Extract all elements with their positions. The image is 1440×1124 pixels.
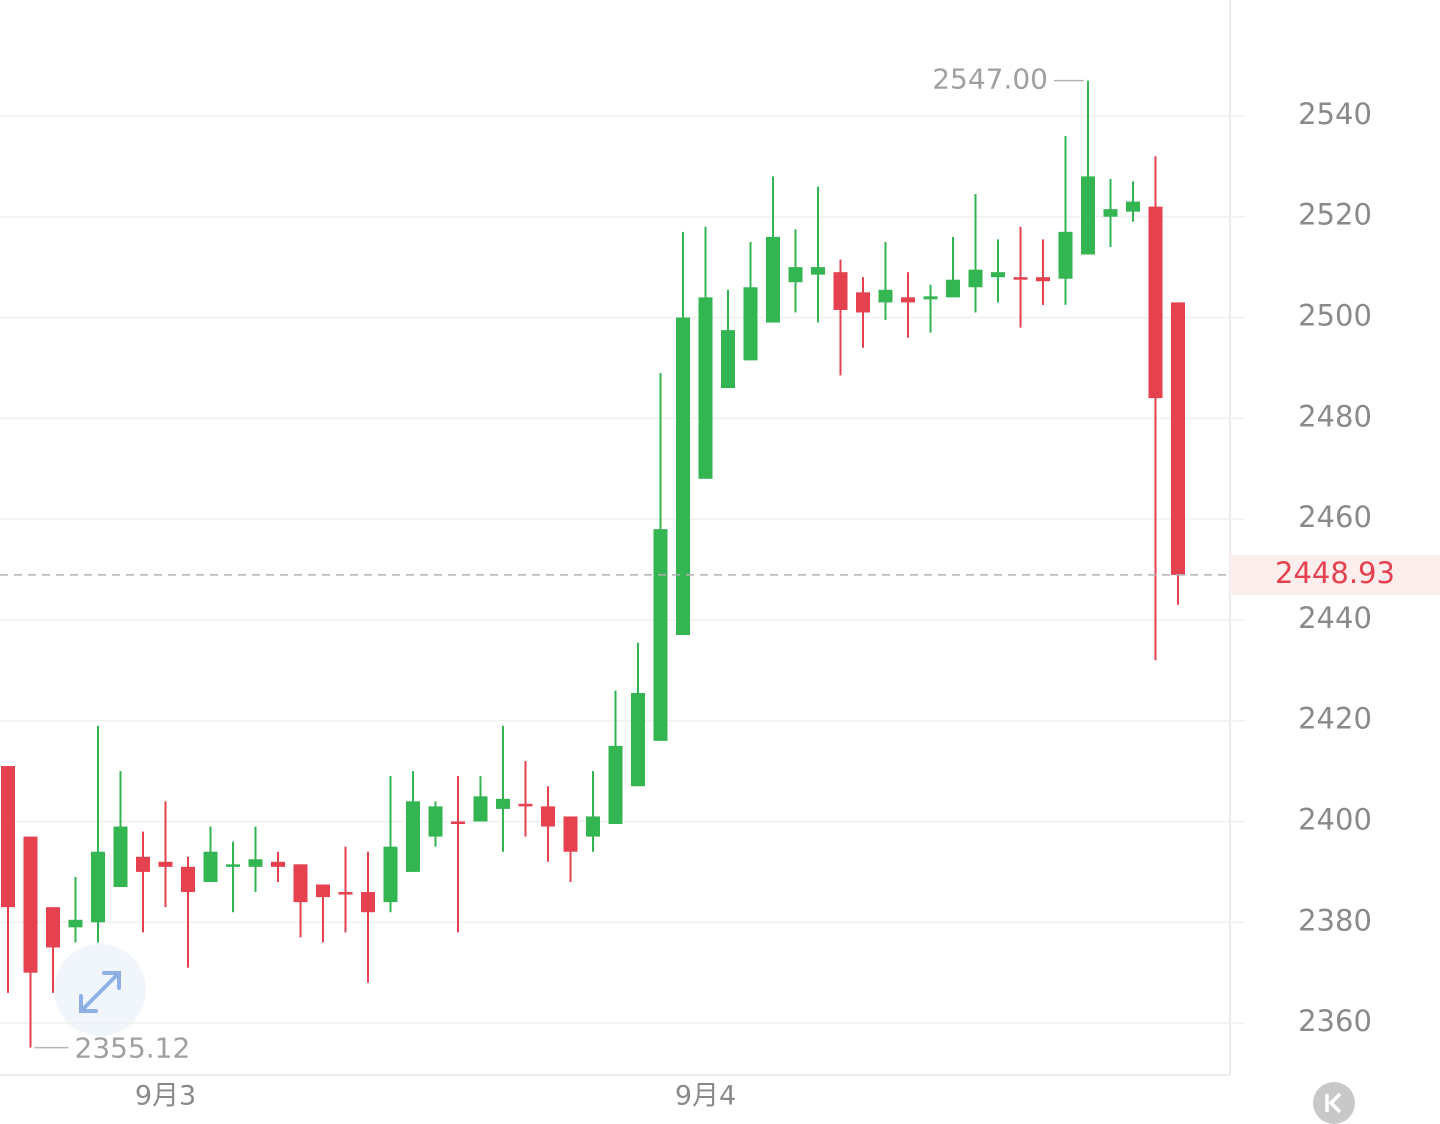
candle-body <box>451 821 465 825</box>
candle-body <box>158 861 173 867</box>
low-marker-label: 2355.12 <box>75 1032 191 1065</box>
k-icon <box>1325 1092 1342 1114</box>
candle-body <box>653 529 668 741</box>
candle-body <box>991 272 1005 278</box>
candle-body <box>563 816 578 852</box>
last-price-label: 2448.93 <box>1275 556 1395 590</box>
candle-body <box>743 287 758 361</box>
candle-body <box>46 907 60 948</box>
candle-body <box>1171 302 1185 575</box>
candle-body <box>586 816 600 837</box>
y-tick-label: 2400 <box>1298 802 1372 836</box>
candle-body <box>361 892 375 913</box>
candle-body <box>788 267 803 283</box>
candle-body <box>721 330 735 389</box>
candle-body <box>631 692 645 787</box>
candle-body <box>338 892 353 895</box>
candle-body <box>946 279 960 298</box>
candle-body <box>316 884 330 898</box>
candle-body <box>136 856 150 872</box>
last-price-box <box>1230 554 1440 595</box>
y-tick-label: 2460 <box>1298 500 1372 534</box>
candle-body <box>203 851 218 882</box>
candle-body <box>856 292 870 313</box>
x-tick-label: 9月4 <box>675 1081 736 1112</box>
candle-body <box>1058 231 1073 279</box>
candle-body <box>248 859 263 867</box>
candle-body <box>1103 209 1118 217</box>
candle-body <box>968 269 983 288</box>
candle-body <box>541 806 555 827</box>
candle-body <box>1013 277 1028 280</box>
candle-body <box>293 864 308 903</box>
candle-body <box>878 289 893 303</box>
candle-body <box>1148 206 1163 399</box>
candle-body <box>698 297 713 479</box>
y-tick-label: 2500 <box>1298 299 1372 333</box>
candle-body <box>833 272 848 310</box>
candle-body <box>676 317 690 636</box>
candle-body <box>496 798 510 809</box>
y-tick-label: 2360 <box>1298 1004 1372 1038</box>
candle-body <box>1126 201 1140 212</box>
candle-body <box>766 236 780 323</box>
candle-body <box>113 826 128 888</box>
y-tick-label: 2480 <box>1298 399 1372 433</box>
candle-body <box>608 745 623 825</box>
candle-body <box>428 806 443 837</box>
candle-body <box>226 864 240 867</box>
y-tick-label: 2520 <box>1298 198 1372 232</box>
candle-body <box>901 297 915 303</box>
y-tick-label: 2380 <box>1298 903 1372 937</box>
expand-icon <box>79 971 121 1013</box>
candle-body <box>1036 277 1050 282</box>
candle-body <box>1 766 15 908</box>
candle-body <box>181 866 195 893</box>
candle-body <box>811 267 825 275</box>
candle-body <box>518 803 533 807</box>
candle-body <box>271 861 285 867</box>
x-tick-label: 9月3 <box>135 1081 196 1112</box>
candle-body <box>406 801 420 872</box>
expand-button[interactable] <box>54 944 146 1036</box>
candle-body <box>473 796 488 822</box>
y-tick-label: 2440 <box>1298 601 1372 635</box>
candle-body <box>923 296 938 300</box>
candle-body <box>1081 176 1095 255</box>
candle-body <box>68 919 83 928</box>
y-tick-label: 2420 <box>1298 702 1372 736</box>
y-tick-label: 2540 <box>1298 97 1372 131</box>
candle-body <box>383 846 398 903</box>
k-button-bg <box>1313 1082 1355 1124</box>
candle-body <box>91 851 105 923</box>
k-button[interactable] <box>1313 1082 1355 1124</box>
high-marker-label: 2547.00 <box>932 63 1048 96</box>
candle-body <box>23 836 38 973</box>
